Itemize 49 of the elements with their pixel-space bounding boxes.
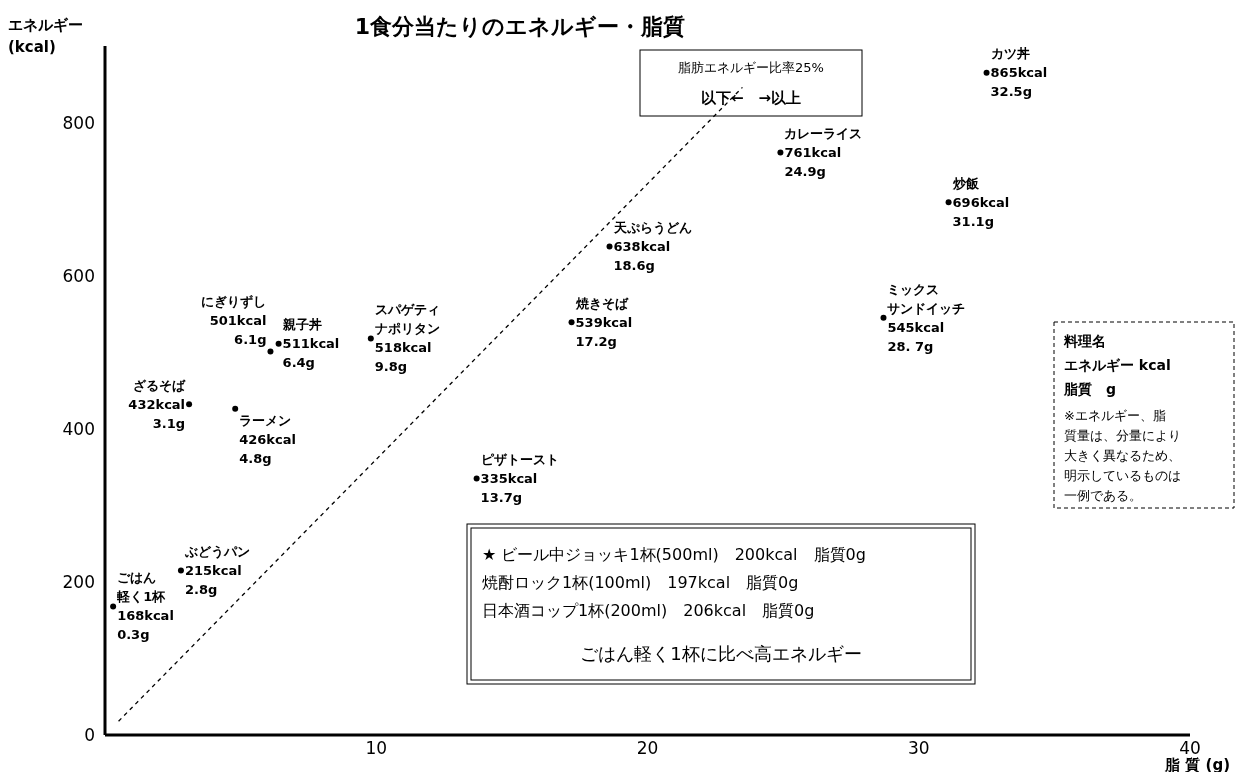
y-tick-label: 600 <box>62 265 95 286</box>
data-label: カツ丼 865kcal 32.5g <box>990 46 1048 100</box>
point <box>568 319 575 326</box>
data-label: ラーメン 426kcal 4.8g <box>239 412 296 466</box>
data-label: カレーライス 761kcal 24.9g <box>784 125 863 179</box>
point <box>186 401 193 408</box>
annotation: ※エネルギー、脂質量は、分量により大きく異なるため、明示しているものは一例である。 <box>1064 408 1181 503</box>
chart-title: 1食分当たりのエネルギー・脂質 <box>354 14 686 39</box>
data-label: にぎりずし 501kcal 6.1g <box>201 294 267 348</box>
point <box>473 475 480 482</box>
y-tick-label: 0 <box>84 725 95 745</box>
y-tick-label: 800 <box>62 112 95 133</box>
y-tick-label: 200 <box>62 571 95 592</box>
point <box>983 69 990 76</box>
annotation: 焼酎ロック1杯(100ml) 197kcal 脂質0g <box>482 573 799 592</box>
data-label: ピザトースト 335kcal 13.7g <box>480 452 559 506</box>
x-tick-label: 40 <box>1179 738 1201 758</box>
annotation: 料理名 <box>1063 333 1106 349</box>
data-label: ごはん軽く1杯 168kcal 0.3g <box>116 570 174 643</box>
point <box>232 405 239 412</box>
annotation: 以下← →以上 <box>700 89 802 107</box>
point <box>777 149 784 156</box>
x-tick-label: 10 <box>365 738 388 758</box>
data-label: 親子丼 511kcal 6.4g <box>281 317 340 371</box>
annotation: エネルギー kcal <box>1064 357 1171 373</box>
data-label: 炒飯 696kcal 31.1g <box>951 175 1010 229</box>
x-tick-label: 20 <box>636 738 659 758</box>
y-axis-title: エネルギー (kcal) <box>8 16 83 56</box>
data-label: ざるそば 432kcal 3.1g <box>128 377 187 431</box>
point <box>880 314 887 321</box>
point <box>177 567 184 574</box>
data-label: ぶどうパン 215kcal 2.8g <box>183 543 250 597</box>
point <box>606 243 613 250</box>
annotation: 脂肪エネルギー比率25% <box>678 60 824 75</box>
point <box>110 603 117 610</box>
point <box>367 335 374 342</box>
data-label: ミックスサンドイッチ 545kcal 28. 7g <box>887 281 966 354</box>
data-label: 天ぷらうどん 638kcal 18.6g <box>612 220 692 274</box>
data-label: スパゲティナポリタン 518kcal 9.8g <box>374 302 440 375</box>
y-tick-label: 400 <box>62 418 95 439</box>
annotation: 脂質 g <box>1063 381 1117 397</box>
annotation: ★ ビール中ジョッキ1杯(500ml) 200kcal 脂質0g <box>482 545 866 564</box>
data-label: 焼きそば 539kcal 17.2g <box>574 295 633 349</box>
x-tick-label: 30 <box>907 738 930 758</box>
point <box>275 340 282 347</box>
point <box>267 348 274 355</box>
point <box>945 199 952 206</box>
annotation: 日本酒コップ1杯(200ml) 206kcal 脂質0g <box>482 601 815 620</box>
annotation: ごはん軽く1杯に比べ高エネルギー <box>580 643 862 664</box>
